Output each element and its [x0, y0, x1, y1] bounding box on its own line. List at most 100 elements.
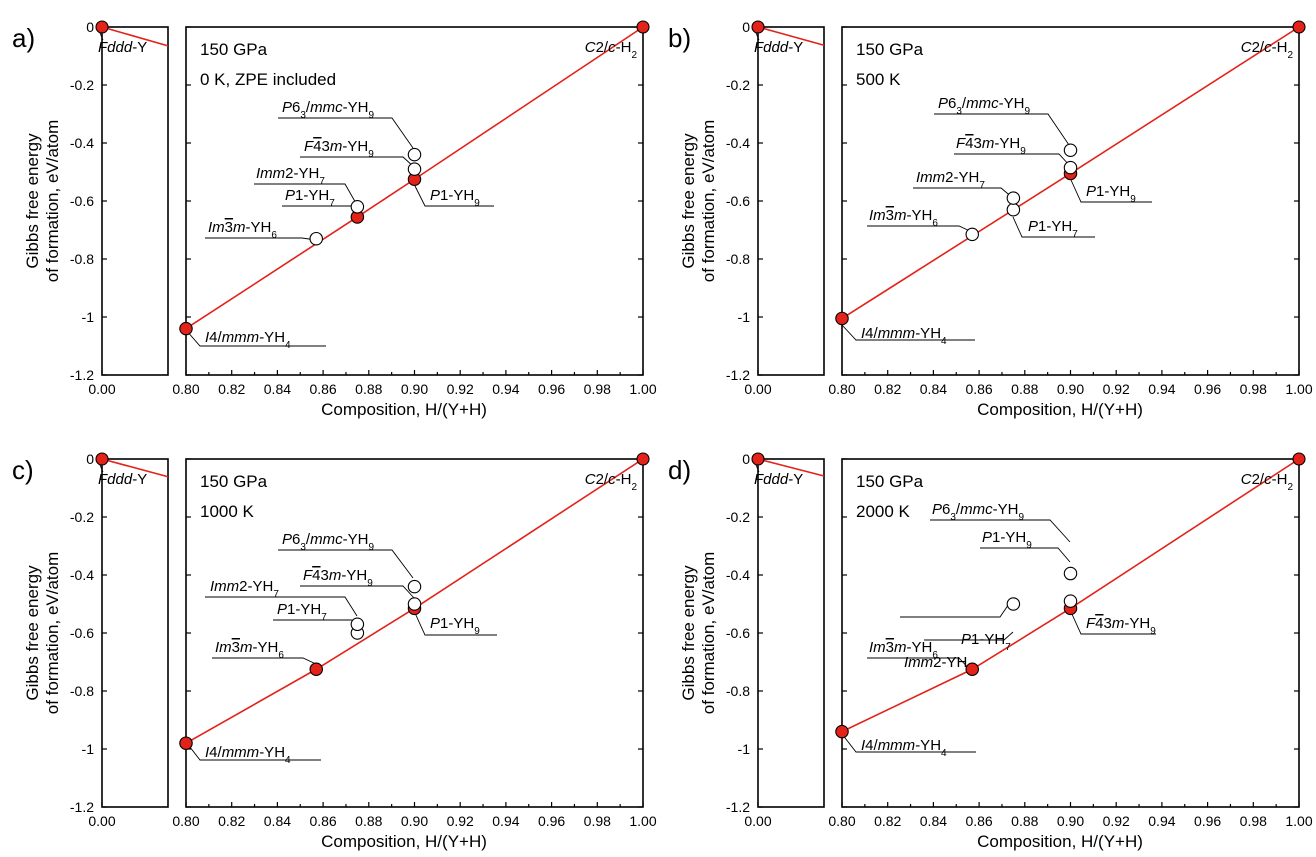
phase-label-i4mmm_yh4: I4/mmm-YH4 — [205, 744, 291, 766]
data-point-i4mmm_yh4 — [835, 724, 849, 739]
x-tick-label: 0.84 — [264, 381, 291, 397]
y-tick-label: -1.2 — [726, 367, 750, 383]
y-tick-label: -0.6 — [70, 625, 94, 641]
leader-line — [755, 32, 760, 41]
phase-label-p1_yh9: P1-YH9 — [982, 529, 1032, 551]
x-tick-label: 0.82 — [874, 381, 901, 397]
leader-line — [205, 596, 358, 617]
y-tick-label: -0.4 — [726, 135, 750, 151]
phase-label-imm2_yh7: Imm2-YH7 — [256, 165, 325, 187]
leader-line — [414, 612, 497, 636]
x-tick-label: 0.84 — [920, 813, 947, 829]
phase-label-p1_yh7: P1-YH7 — [277, 601, 327, 623]
pressure-label: 150 GPa — [200, 40, 268, 59]
hull-line — [185, 26, 644, 330]
y-tick-label: -0.4 — [726, 567, 750, 583]
x-tick-label: 0.00 — [744, 381, 771, 397]
y-axis-title-line1: Gibbs free energy — [23, 133, 42, 269]
y-tick-label: -1 — [738, 741, 751, 757]
x-tick-label: 0.92 — [447, 381, 474, 397]
condition-label: 1000 K — [200, 502, 255, 521]
y-tick-label: -0.8 — [70, 683, 94, 699]
y-tick-label: -1 — [82, 309, 95, 325]
x-tick-label: 0.92 — [1103, 381, 1130, 397]
left-plot-frame — [757, 26, 825, 376]
data-point-fddd_y — [95, 20, 109, 34]
x-tick-label: 0.88 — [355, 381, 382, 397]
hull-line — [841, 458, 1300, 733]
data-point-im3m_yh6 — [965, 227, 979, 242]
phase-label-c2c_h2: C2/c-H2 — [1241, 39, 1294, 61]
x-tick-label: 0.90 — [401, 813, 428, 829]
x-tick-label: 1.00 — [1285, 381, 1312, 397]
x-tick-label: 0.86 — [965, 381, 992, 397]
y-tick-label: -1.2 — [70, 367, 94, 383]
data-point-p63mmc_yh9 — [407, 147, 422, 162]
x-tick-label: 1.00 — [629, 381, 656, 397]
y-axis-title: Gibbs free energy of formation, eV/atom — [679, 120, 718, 283]
phase-label-imm2_yh7: Imm2-YH7 — [916, 169, 985, 191]
y-tick-label: -0.6 — [726, 625, 750, 641]
leader-line — [755, 464, 760, 473]
panel-a: a) 0 -0.2 -0.4 -0.6 -0.8 -1 -1.20.00 0.80 0.82 0.8… — [12, 19, 657, 419]
leader-line — [282, 205, 358, 215]
phase-label-c2c_h2: C2/c-H2 — [585, 39, 638, 61]
y-tick-label: -0.6 — [70, 193, 94, 209]
pressure-label: 150 GPa — [856, 472, 924, 491]
leader-line — [934, 113, 1070, 146]
leader-line — [414, 185, 494, 207]
phase-label-i4mmm_yh4: I4/mmm-YH4 — [861, 737, 947, 759]
leader-line — [278, 549, 414, 579]
x-tick-label: 0.86 — [309, 813, 336, 829]
x-tick-label: 0.86 — [965, 813, 992, 829]
x-tick-label: 0.80 — [828, 381, 855, 397]
data-point-fddd_y — [95, 452, 109, 466]
leader-line — [841, 733, 976, 753]
y-tick-label: -0.2 — [70, 509, 94, 525]
data-point-p1_yh7 — [1006, 202, 1021, 217]
data-point-f43m_yh9 — [407, 162, 422, 176]
x-tick-label: 0.90 — [1057, 381, 1084, 397]
leader-line — [300, 585, 415, 599]
y-tick-label: 0 — [742, 19, 750, 35]
data-point-c2c_h2 — [1292, 20, 1306, 34]
y-tick-label: -0.2 — [726, 77, 750, 93]
data-point-im3m_yh6 — [309, 231, 323, 246]
left-plot-frame — [757, 458, 825, 808]
x-tick-label: 0.92 — [447, 813, 474, 829]
pressure-label: 150 GPa — [856, 40, 924, 59]
condition-label: 2000 K — [856, 502, 911, 521]
x-tick-label: 0.94 — [1148, 813, 1175, 829]
x-tick-label: 0.94 — [492, 381, 519, 397]
condition-label: 0 K, ZPE included — [200, 70, 336, 89]
leader-line — [1070, 611, 1156, 635]
x-tick-label: 0.94 — [492, 813, 519, 829]
leader-line — [205, 237, 317, 241]
y-tick-label: -0.6 — [726, 193, 750, 209]
y-axis-title-line1: Gibbs free energy — [679, 565, 698, 701]
leader-line — [254, 183, 358, 206]
phase-label-f43m_yh9: F43m-YH9 — [304, 138, 374, 160]
leader-line — [930, 519, 1071, 543]
phase-label-im3m_yh6: Im3m-YH6 — [869, 207, 938, 229]
hull-line — [185, 458, 644, 744]
phase-label-i4mmm_yh4: I4/mmm-YH4 — [861, 325, 947, 347]
y-axis-title: Gibbs free energy of formation, eV/atom — [679, 552, 718, 715]
condition-label: 500 K — [856, 70, 901, 89]
leader-line — [924, 631, 1014, 641]
phase-label-p1_yh9: P1-YH9 — [1086, 183, 1136, 205]
x-tick-label: 0.96 — [538, 381, 565, 397]
main-plot-frame — [841, 26, 1300, 376]
y-tick-label: -0.4 — [70, 135, 94, 151]
panel-letter: b) — [668, 23, 691, 53]
x-tick-label: 0.88 — [1011, 813, 1038, 829]
data-point-f43m_yh9 — [407, 597, 422, 611]
x-tick-label: 0.84 — [264, 813, 291, 829]
x-tick-label: 0.96 — [1194, 813, 1221, 829]
data-point-c2c_h2 — [636, 20, 650, 34]
phase-label-fddd_y: Fddd-Y — [754, 39, 803, 56]
x-axis-title: Composition, H/(Y+H) — [977, 400, 1143, 419]
data-point-yh7_pair — [1006, 597, 1021, 611]
x-tick-label: 0.88 — [355, 813, 382, 829]
